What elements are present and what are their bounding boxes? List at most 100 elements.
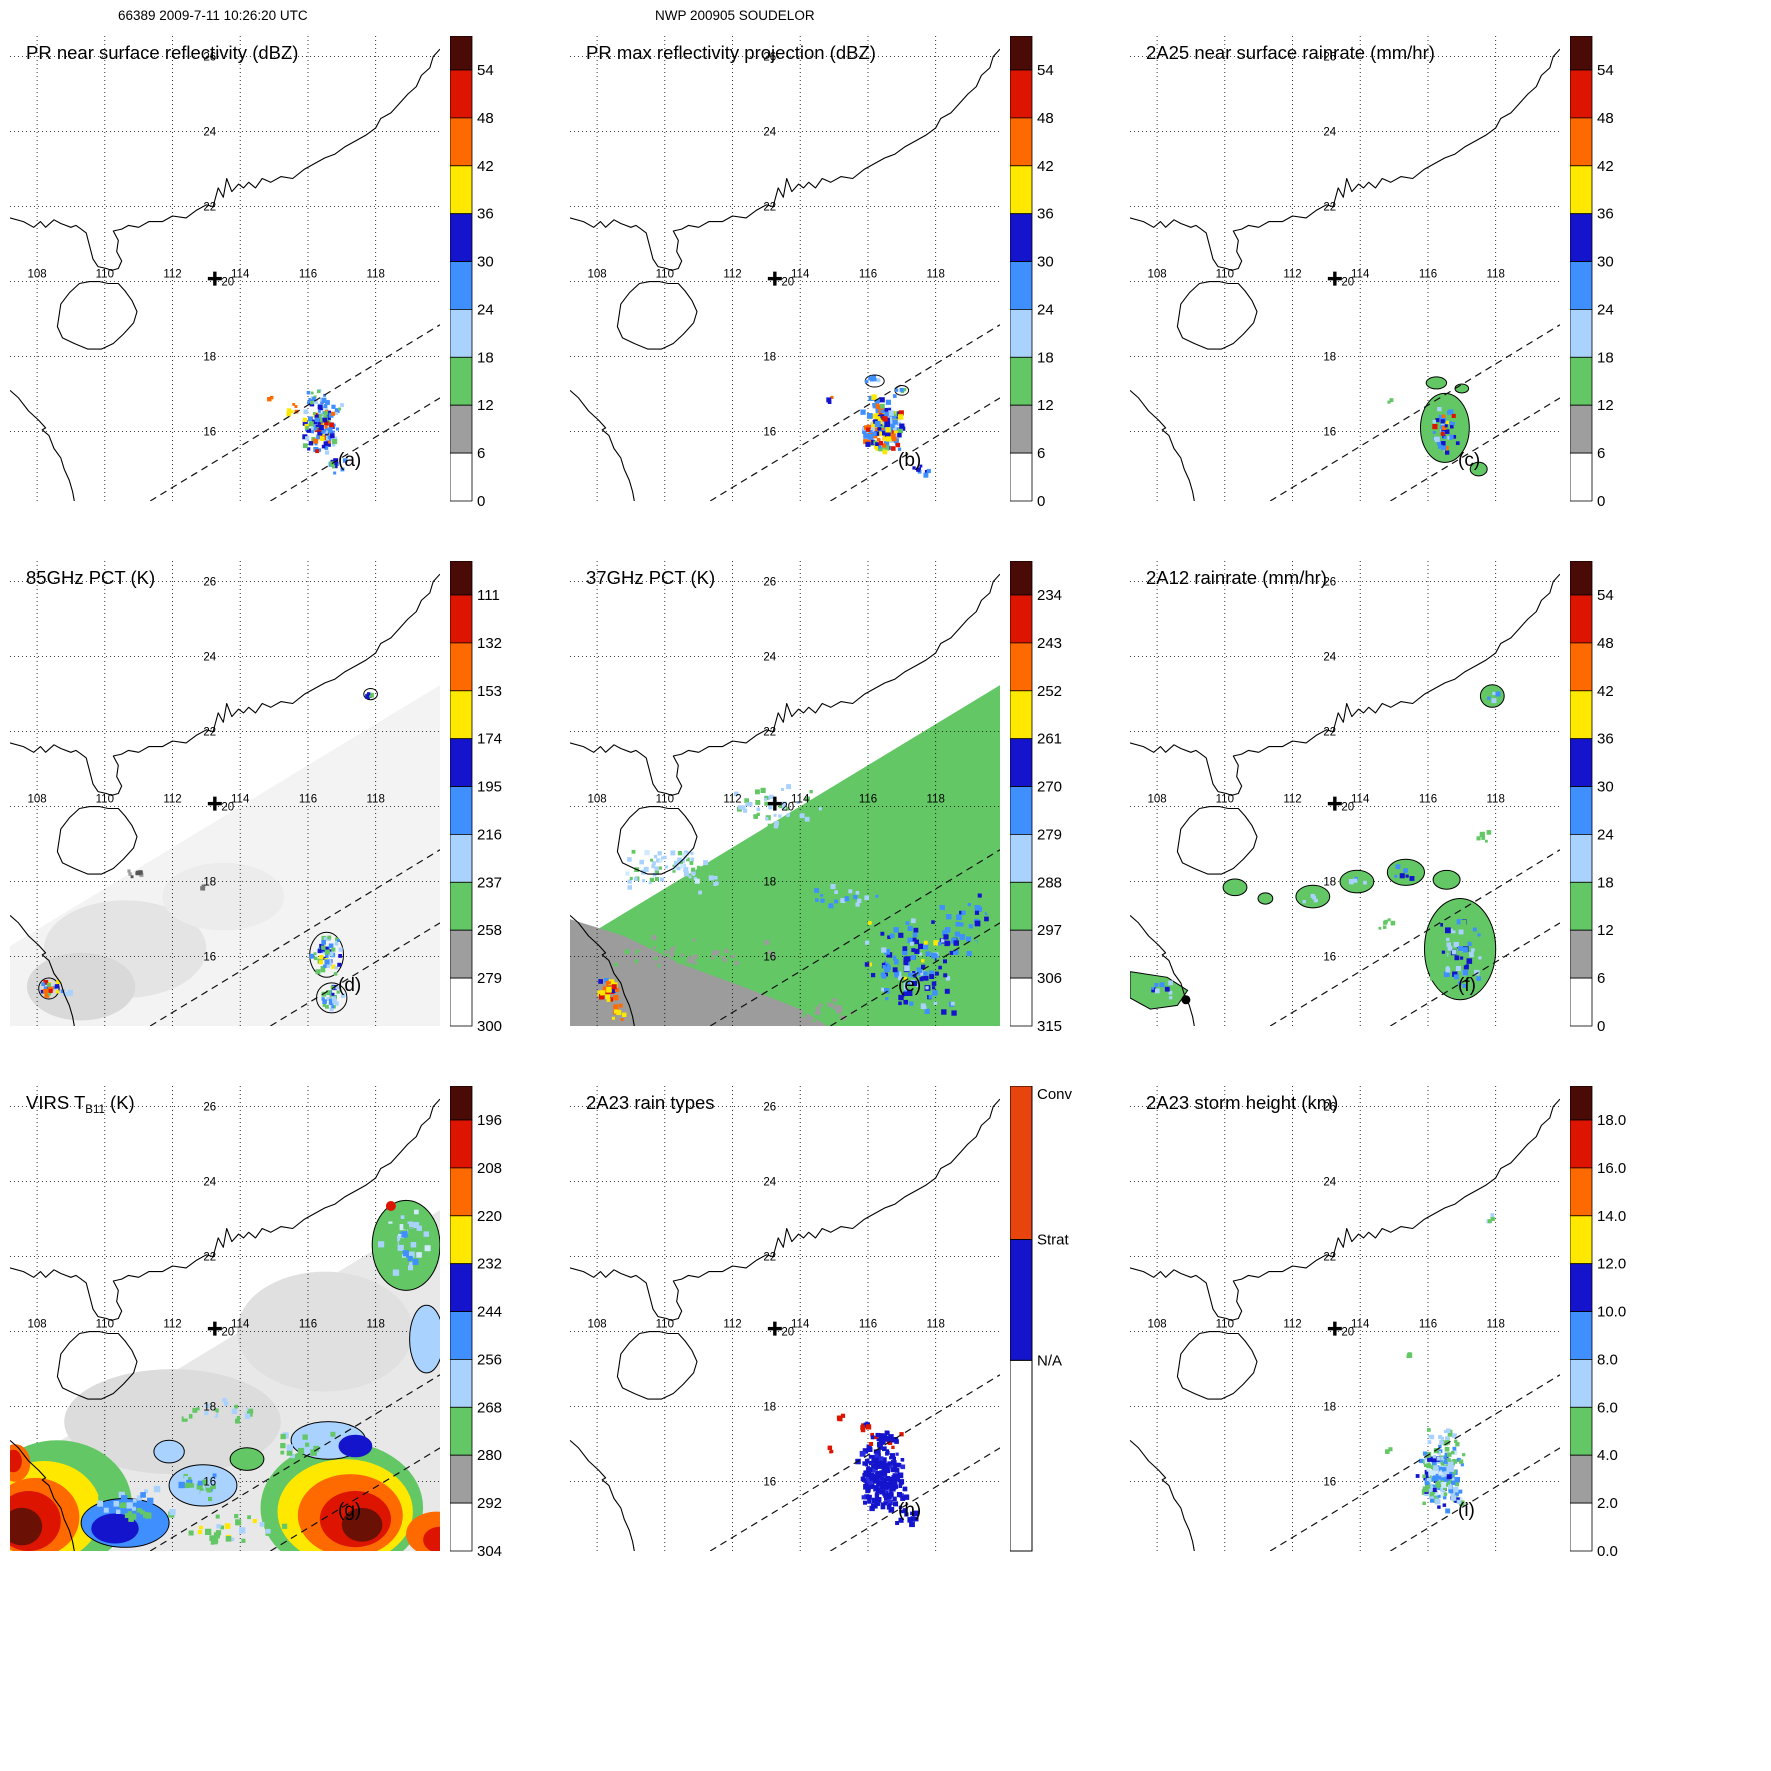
svg-text:24: 24 <box>763 127 776 139</box>
colorbar-ticks: Conv Strat N/A <box>1037 1086 1073 1369</box>
svg-text:22: 22 <box>203 727 216 739</box>
svg-text:18: 18 <box>203 1402 216 1414</box>
svg-text:112: 112 <box>163 1319 181 1331</box>
svg-text:18: 18 <box>203 352 216 364</box>
svg-text:108: 108 <box>1148 1319 1167 1331</box>
svg-text:111: 111 <box>477 587 500 604</box>
svg-text:48: 48 <box>1037 110 1054 127</box>
colorbar-ticks: 18.0 16.0 14.0 12.0 10.0 8.0 6.0 4.0 2.0 0.0 <box>1597 1112 1626 1560</box>
svg-text:116: 116 <box>299 269 317 281</box>
storm-center-marker <box>207 271 222 286</box>
panel-title: 2A12 rainrate (mm/hr) <box>1146 567 1327 588</box>
svg-text:16: 16 <box>203 427 216 439</box>
panel-i: 108 110 112 114 116 118 26 24 22 20 18 16 (i) 18.0 16… <box>1130 1080 1690 1605</box>
colorbar: 234 243 252 261 270 279 288 297 306 315 <box>1010 561 1062 1035</box>
svg-text:108: 108 <box>28 794 47 806</box>
svg-text:196: 196 <box>477 1112 502 1129</box>
svg-text:20: 20 <box>781 1327 794 1339</box>
svg-text:292: 292 <box>477 1495 502 1512</box>
data-layer-base <box>10 685 440 1026</box>
svg-text:112: 112 <box>1283 1319 1301 1331</box>
svg-text:30: 30 <box>1597 254 1614 271</box>
svg-text:26: 26 <box>203 52 216 64</box>
panel-letter: (i) <box>1458 1500 1475 1521</box>
svg-text:116: 116 <box>1419 794 1437 806</box>
svg-text:36: 36 <box>1037 206 1054 223</box>
svg-text:268: 268 <box>477 1399 502 1416</box>
coastline <box>570 573 1000 1026</box>
grid-labels: 108 110 112 114 116 118 26 24 22 20 18 16 <box>1148 577 1505 964</box>
swath-edge-lines <box>1269 849 1560 1026</box>
coastline <box>1130 1098 1560 1551</box>
svg-text:22: 22 <box>763 202 776 214</box>
svg-text:20: 20 <box>1341 1327 1354 1339</box>
svg-text:116: 116 <box>299 794 317 806</box>
colorbar-segments <box>1570 561 1593 1027</box>
svg-text:112: 112 <box>723 269 741 281</box>
svg-text:110: 110 <box>656 794 674 806</box>
svg-text:208: 208 <box>477 1160 502 1177</box>
svg-text:18: 18 <box>203 877 216 889</box>
swath-edge-lines <box>709 324 1000 501</box>
swath-edge-lines <box>1269 324 1560 501</box>
storm-center-marker <box>1327 271 1342 286</box>
svg-text:26: 26 <box>1323 577 1336 589</box>
svg-text:20: 20 <box>1341 802 1354 814</box>
svg-text:0: 0 <box>1597 493 1605 510</box>
svg-text:16: 16 <box>1323 952 1336 964</box>
grid-labels: 108 110 112 114 116 118 26 24 22 20 18 16 <box>28 1102 385 1489</box>
svg-text:16: 16 <box>1323 427 1336 439</box>
swath-edge-lines <box>149 1374 440 1551</box>
svg-text:22: 22 <box>763 727 776 739</box>
svg-text:54: 54 <box>1597 587 1614 604</box>
storm-center-marker <box>767 271 782 286</box>
svg-text:30: 30 <box>1597 779 1614 796</box>
colorbar: 111 132 153 174 195 216 237 258 279 300 <box>450 561 502 1035</box>
colorbar: 54 48 42 36 30 24 18 12 6 0 <box>1010 36 1054 510</box>
panel-d: 108 110 112 114 116 118 26 24 22 20 18 16 (d) 111 132… <box>10 555 570 1080</box>
storm-center-marker <box>207 796 222 811</box>
panel-letter: (h) <box>898 1500 921 1521</box>
svg-text:18: 18 <box>763 1402 776 1414</box>
storm-name-label: NWP 200905 SOUDELOR <box>655 8 815 23</box>
svg-text:297: 297 <box>1037 922 1062 939</box>
colorbar-ticks: 234 243 252 261 270 279 288 297 306 315 <box>1037 587 1062 1035</box>
colorbar-ticks: 111 132 153 174 195 216 237 258 279 300 <box>477 587 502 1035</box>
svg-text:114: 114 <box>791 1319 810 1331</box>
svg-text:234: 234 <box>1037 587 1062 604</box>
svg-text:116: 116 <box>859 269 877 281</box>
svg-text:110: 110 <box>1216 1319 1234 1331</box>
svg-text:110: 110 <box>656 269 674 281</box>
svg-text:22: 22 <box>203 1252 216 1264</box>
svg-text:4.0: 4.0 <box>1597 1447 1618 1464</box>
svg-text:16: 16 <box>763 952 776 964</box>
svg-text:110: 110 <box>1216 794 1234 806</box>
svg-text:30: 30 <box>477 254 494 271</box>
svg-text:42: 42 <box>477 158 494 175</box>
svg-text:20: 20 <box>781 277 794 289</box>
storm-center-marker <box>767 1321 782 1336</box>
svg-text:18: 18 <box>1323 877 1336 889</box>
svg-text:12: 12 <box>1597 397 1614 414</box>
grid-labels: 108 110 112 114 116 118 26 24 22 20 18 16 <box>28 52 385 439</box>
svg-text:110: 110 <box>96 269 114 281</box>
svg-text:26: 26 <box>763 1102 776 1114</box>
svg-text:30: 30 <box>1037 254 1054 271</box>
svg-text:116: 116 <box>859 1319 877 1331</box>
swath-edge-lines <box>1269 1374 1560 1551</box>
panel-letter: (e) <box>898 975 921 996</box>
data-layer <box>826 374 931 478</box>
map: 108 110 112 114 116 118 26 24 22 20 18 16 (b) <box>570 36 1000 501</box>
svg-text:6: 6 <box>1597 970 1605 987</box>
svg-text:Conv: Conv <box>1037 1086 1073 1103</box>
svg-text:116: 116 <box>299 1319 317 1331</box>
svg-text:12: 12 <box>1597 922 1614 939</box>
svg-text:116: 116 <box>859 794 877 806</box>
svg-text:116: 116 <box>1419 1319 1437 1331</box>
svg-text:244: 244 <box>477 1304 502 1321</box>
svg-text:0: 0 <box>1597 1018 1605 1035</box>
panel-title: VIRS TB11 (K) <box>26 1092 135 1116</box>
coastline <box>10 573 440 1026</box>
storm-center-marker <box>767 796 782 811</box>
colorbar-segments <box>450 36 473 502</box>
